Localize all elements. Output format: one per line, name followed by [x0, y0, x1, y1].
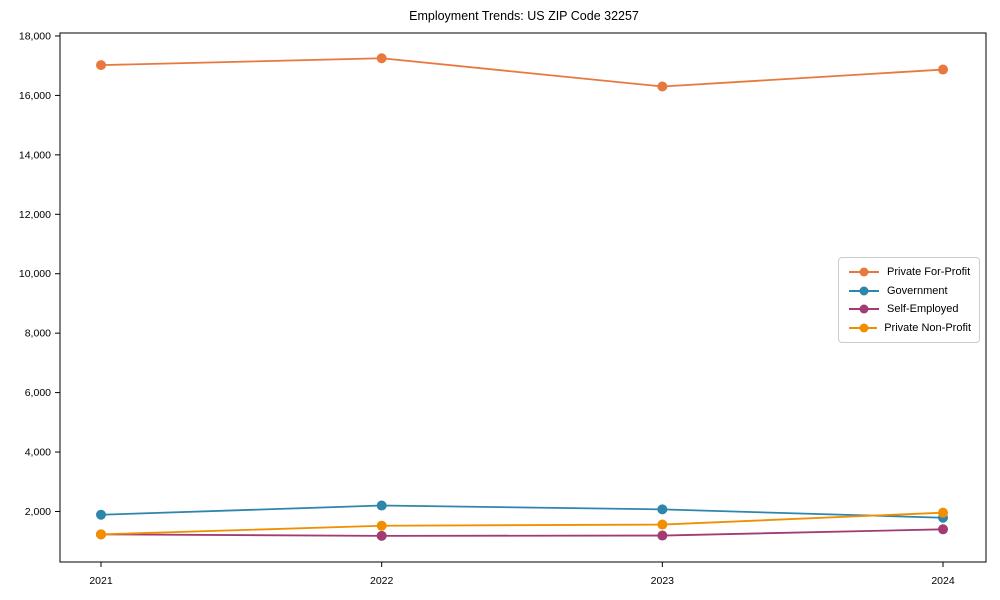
- x-tick-label: 2022: [370, 575, 394, 587]
- y-tick-label: 4,000: [25, 447, 51, 459]
- legend-line-marker-swatch: [849, 323, 878, 333]
- legend: Private For-Profit Government Self-Employe…: [838, 257, 980, 343]
- data-point-marker: [376, 520, 387, 531]
- data-point-marker: [657, 530, 668, 541]
- data-point-marker: [96, 60, 106, 71]
- data-point-marker: [657, 504, 668, 515]
- chart-title: Employment Trends: US ZIP Code 32257: [409, 9, 639, 23]
- data-point-marker: [376, 500, 387, 511]
- series-line: [100, 528, 944, 537]
- y-tick-label: 12,000: [19, 209, 51, 221]
- legend-line-marker-swatch: [849, 304, 879, 314]
- legend-item: Government: [848, 285, 971, 297]
- series-line: [100, 511, 944, 536]
- y-tick-label: 2,000: [25, 506, 51, 518]
- data-point-marker: [938, 64, 949, 75]
- data-point-marker: [96, 529, 106, 540]
- data-point-marker: [376, 53, 387, 64]
- legend-item: Self-Employed: [848, 303, 971, 315]
- data-point-marker: [96, 509, 106, 520]
- legend-label: Self-Employed: [887, 303, 959, 316]
- legend-label: Private Non-Profit: [884, 321, 971, 334]
- y-tick-label: 6,000: [25, 387, 51, 399]
- legend-item: Private For-Profit: [848, 266, 971, 278]
- y-tick-label: 8,000: [25, 328, 51, 340]
- legend-label: Government: [887, 284, 948, 297]
- data-point-marker: [938, 507, 949, 518]
- x-tick-label: 2021: [89, 575, 113, 587]
- y-tick-label: 18,000: [19, 30, 51, 42]
- x-tick-label: 2023: [651, 575, 675, 587]
- y-tick-label: 16,000: [19, 90, 51, 102]
- legend-item: Private Non-Profit: [848, 322, 971, 334]
- data-point-marker: [657, 519, 668, 530]
- x-tick-label: 2024: [931, 575, 955, 587]
- legend-line-marker-swatch: [849, 267, 879, 277]
- legend-label: Private For-Profit: [887, 266, 971, 279]
- y-tick-label: 10,000: [19, 268, 51, 280]
- data-point-marker: [938, 524, 949, 535]
- data-point-marker: [376, 530, 387, 541]
- axes-box: [59, 32, 987, 563]
- y-tick-label: 14,000: [19, 149, 51, 161]
- series-line: [100, 57, 944, 88]
- series-line: [100, 504, 944, 519]
- data-point-marker: [657, 81, 668, 92]
- legend-line-marker-swatch: [849, 286, 879, 296]
